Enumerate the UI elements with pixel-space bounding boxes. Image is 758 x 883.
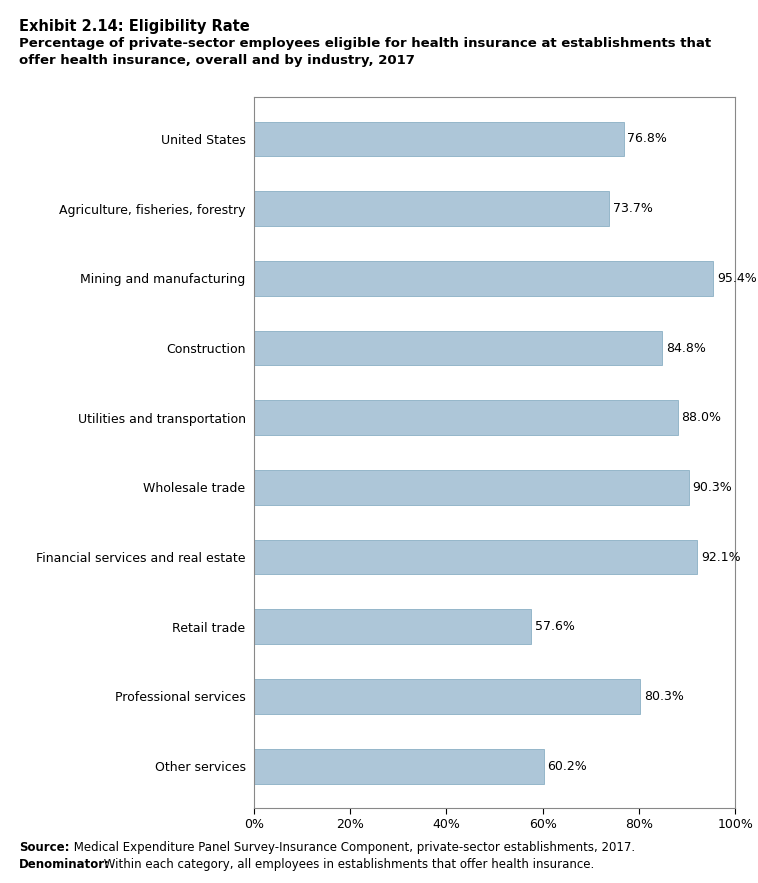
Text: 60.2%: 60.2%: [547, 759, 587, 773]
Text: 76.8%: 76.8%: [628, 132, 667, 146]
Text: Denominator:: Denominator:: [19, 858, 110, 872]
Bar: [254, 749, 543, 783]
Text: 57.6%: 57.6%: [535, 620, 575, 633]
Bar: [254, 609, 531, 645]
Text: Source:: Source:: [19, 841, 70, 854]
Bar: [254, 540, 697, 575]
Bar: [254, 192, 609, 226]
Text: 88.0%: 88.0%: [681, 411, 722, 424]
Text: 95.4%: 95.4%: [717, 272, 756, 285]
Text: 73.7%: 73.7%: [612, 202, 653, 215]
Bar: [254, 470, 688, 505]
Text: 84.8%: 84.8%: [666, 342, 706, 354]
Bar: [254, 122, 624, 156]
Text: Exhibit 2.14: Eligibility Rate: Exhibit 2.14: Eligibility Rate: [19, 19, 249, 34]
Text: Within each category, all employees in establishments that offer health insuranc: Within each category, all employees in e…: [100, 858, 594, 872]
Text: Percentage of private-sector employees eligible for health insurance at establis: Percentage of private-sector employees e…: [19, 37, 711, 67]
Bar: [254, 400, 678, 435]
Bar: [254, 330, 662, 366]
Text: 80.3%: 80.3%: [644, 690, 684, 703]
Bar: [254, 260, 713, 296]
Bar: [254, 679, 641, 713]
Text: 92.1%: 92.1%: [701, 551, 741, 563]
Text: 90.3%: 90.3%: [692, 481, 732, 494]
Text: Medical Expenditure Panel Survey-Insurance Component, private-sector establishme: Medical Expenditure Panel Survey-Insuran…: [70, 841, 635, 854]
